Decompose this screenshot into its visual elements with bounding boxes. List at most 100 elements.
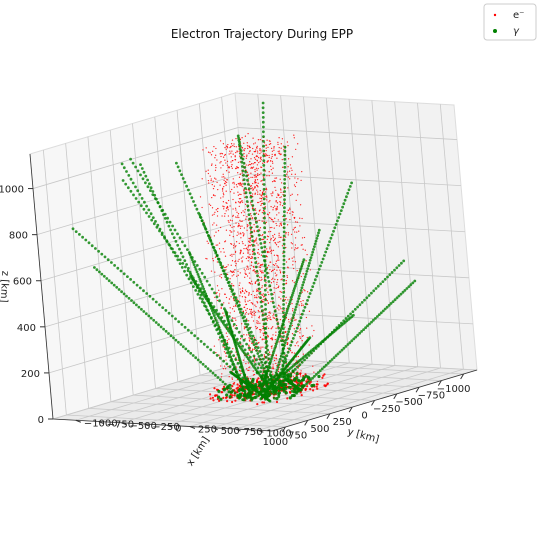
photon-point: [185, 273, 189, 277]
photon-point: [136, 169, 140, 173]
electron-point: [260, 348, 262, 350]
electron-point: [214, 195, 216, 197]
electron-point: [280, 223, 282, 225]
electron-point: [238, 233, 240, 235]
electron-point: [259, 269, 261, 271]
photon-point: [402, 259, 406, 263]
photon-point: [283, 170, 287, 173]
photon-point: [257, 283, 261, 286]
electron-point: [225, 207, 228, 209]
photon-base-point: [282, 389, 286, 393]
electron-point: [237, 270, 239, 272]
electron-point: [259, 290, 262, 293]
electron-point: [272, 326, 274, 328]
photon-point: [310, 253, 314, 257]
electron-point: [274, 186, 276, 189]
photon-point: [282, 238, 286, 242]
electron-point: [255, 175, 257, 178]
photon-point: [127, 174, 131, 177]
photon-point: [239, 156, 243, 160]
electron-point: [257, 248, 260, 251]
electron-point: [266, 196, 268, 198]
photon-point: [219, 356, 222, 360]
photon-point: [157, 323, 161, 327]
electron-point: [299, 225, 301, 227]
photon-point: [151, 193, 155, 197]
electron-point: [223, 365, 226, 367]
electron-point: [271, 338, 274, 340]
electron-point: [218, 354, 220, 356]
photon-point: [286, 350, 290, 354]
photon-point: [280, 352, 284, 355]
electron-point: [273, 287, 275, 289]
photon-point: [242, 173, 246, 177]
electron-point: [266, 199, 268, 201]
electron-point: [231, 231, 233, 233]
grid-z-back-xz: [249, 265, 470, 279]
photon-point: [206, 345, 209, 349]
electron-point: [251, 187, 253, 189]
photon-point: [345, 195, 348, 199]
photon-point: [252, 248, 256, 252]
photon-point: [263, 216, 266, 220]
electron-point: [256, 242, 258, 244]
x-tick-label: −250: [152, 422, 179, 433]
photon-point: [292, 289, 296, 293]
photon-point: [134, 197, 138, 200]
electron-point: [239, 202, 241, 204]
photon-base-point: [219, 397, 223, 401]
electron-point: [300, 304, 303, 307]
electron-point: [277, 246, 279, 248]
electron-point: [262, 293, 264, 295]
electron-point: [232, 215, 234, 217]
photon-point: [302, 280, 305, 284]
photon-point: [171, 232, 174, 236]
photon-point: [302, 258, 306, 262]
electron-point: [276, 364, 278, 367]
z-tick-label: 800: [9, 231, 28, 242]
electron-point: [272, 277, 274, 279]
electron-point: [211, 214, 214, 216]
electron-point: [272, 317, 274, 319]
photon-point: [383, 277, 387, 281]
photon-point: [172, 250, 175, 254]
photon-point: [192, 263, 196, 266]
photon-point: [249, 195, 253, 199]
photon-point: [144, 174, 148, 178]
electron-point: [298, 304, 300, 306]
electron-point: [247, 174, 249, 176]
electron-point: [214, 211, 216, 214]
photon-point: [313, 245, 316, 249]
photon-point: [311, 285, 315, 288]
photon-point: [164, 329, 168, 333]
electron-point: [244, 135, 247, 137]
photon-point: [191, 354, 195, 357]
electron-point: [231, 378, 234, 380]
electron-point: [265, 153, 267, 155]
electron-point: [257, 156, 260, 159]
electron-point: [289, 350, 292, 352]
electron-point: [212, 187, 215, 190]
electron-point: [266, 316, 268, 318]
photon-point: [225, 323, 229, 327]
photon-point: [247, 346, 251, 350]
photon-point: [282, 320, 285, 324]
electron-point: [258, 262, 260, 264]
electron-point: [230, 161, 232, 163]
electron-point: [240, 184, 242, 186]
photon-point: [197, 275, 201, 279]
electron-point: [305, 260, 307, 262]
photon-point: [377, 313, 381, 316]
electron-point: [236, 166, 238, 168]
photon-point: [288, 324, 292, 328]
electron-point: [226, 160, 229, 163]
photon-point: [188, 192, 192, 196]
photon-point: [131, 181, 135, 185]
photon-base-point: [274, 389, 278, 393]
electron-point: [276, 254, 278, 256]
photon-point: [141, 177, 145, 181]
photon-point: [126, 186, 130, 190]
photon-point: [210, 287, 214, 291]
electron-point: [223, 315, 225, 317]
photon-point: [267, 280, 271, 283]
